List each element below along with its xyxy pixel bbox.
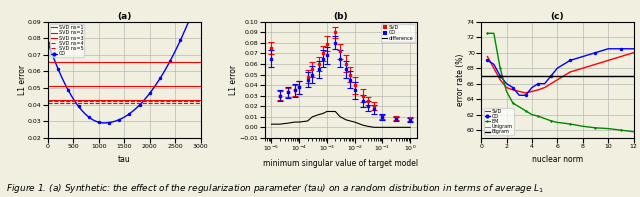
Y-axis label: L1 error: L1 error <box>18 65 27 95</box>
Y-axis label: L1 error: L1 error <box>229 65 238 95</box>
X-axis label: minimum singular value of target model: minimum singular value of target model <box>263 159 419 168</box>
Legend: SVD ns=1, SVD ns=2, SVD ns=3, SVD ns=4, SVD ns=5, CO: SVD ns=1, SVD ns=2, SVD ns=3, SVD ns=4, … <box>51 24 84 57</box>
Title: (a): (a) <box>117 12 131 21</box>
Y-axis label: error rate (%): error rate (%) <box>456 54 465 106</box>
X-axis label: nuclear norm: nuclear norm <box>532 155 583 164</box>
X-axis label: tau: tau <box>118 155 131 164</box>
Legend: SVD, CO, EM, Unigram, Bigram: SVD, CO, EM, Unigram, Bigram <box>484 108 514 136</box>
Title: (c): (c) <box>550 12 564 21</box>
Title: (b): (b) <box>333 12 348 21</box>
Legend: SVD, CO, difference: SVD, CO, difference <box>381 24 415 42</box>
Text: Figure 1. (a) Synthetic: the effect of the regularization parameter (tau) on a r: Figure 1. (a) Synthetic: the effect of t… <box>6 182 545 195</box>
